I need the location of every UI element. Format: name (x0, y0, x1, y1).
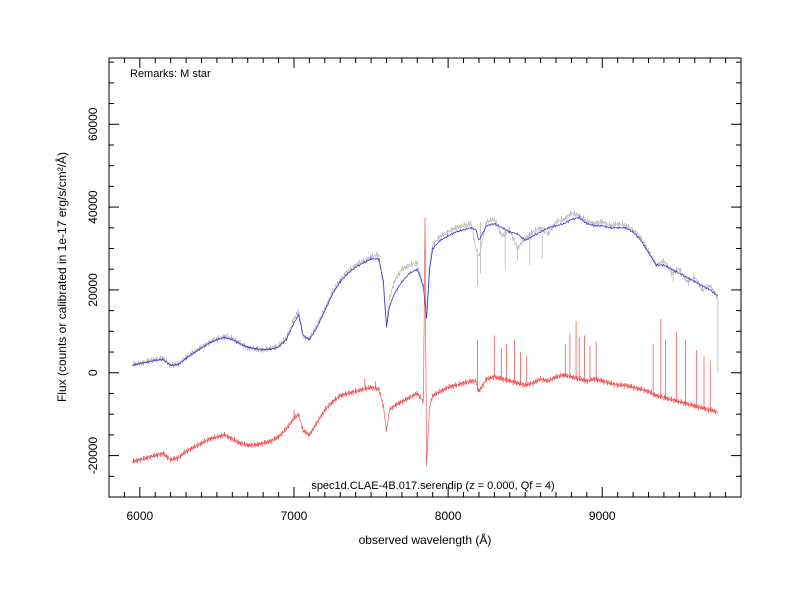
model-spectrum-line (132, 215, 719, 367)
x-axis-label: observed wavelength (Å) (359, 532, 492, 547)
x-tick-label: 6000 (126, 509, 153, 523)
caption-annotation: spec1d.CLAE-4B.017.serendip (z = 0.000, … (311, 480, 554, 492)
residual-spectrum-line (131, 217, 718, 466)
x-tick-label: 7000 (281, 509, 308, 523)
tick-marks (108, 58, 742, 498)
series-layer (131, 210, 719, 466)
y-tick-label: 40000 (86, 190, 100, 224)
plot-frame (108, 57, 742, 498)
remarks-annotation: Remarks: M star (130, 68, 211, 80)
y-tick-label: 20000 (86, 273, 100, 307)
x-tick-label: 9000 (589, 509, 616, 523)
y-tick-label: 0 (86, 369, 100, 376)
x-tick-label: 8000 (435, 509, 462, 523)
y-tick-label: -20000 (86, 437, 100, 475)
y-axis-label: Flux (counts or calibrated in 1e-17 erg/… (54, 152, 69, 402)
y-tick-label: 60000 (86, 107, 100, 141)
tick-labels: 6000 7000 8000 9000 -20000 0 20000 40000 60000 (86, 107, 616, 523)
